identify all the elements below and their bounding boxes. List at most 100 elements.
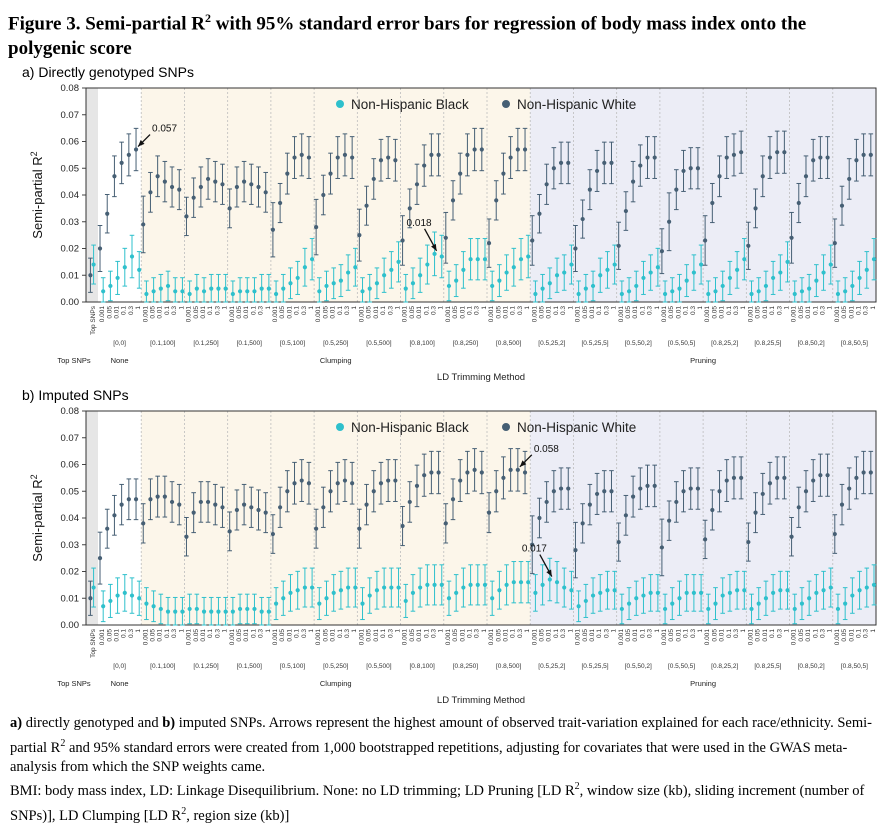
x-tick-label: 0.001 (229, 629, 236, 646)
x-tick-label: 0.001 (186, 629, 193, 646)
black-point (461, 585, 466, 590)
x-tick-label: 0.001 (272, 629, 279, 646)
white-point (169, 184, 175, 190)
group-label: [0.5,250] (323, 663, 348, 670)
white-point (436, 152, 441, 157)
group-label: [0.5,25,5] (582, 340, 609, 347)
white-point (616, 243, 621, 248)
annotation-arrowhead-1 (546, 569, 552, 577)
group-label: [0.8,100] (410, 663, 435, 670)
white-point (270, 531, 276, 537)
x-tick-label: 0.3 (733, 629, 740, 638)
black-point (504, 582, 509, 587)
x-tick-label: 0.3 (430, 629, 437, 638)
group-label: [0.8,50,5] (841, 340, 868, 347)
top-snps-white-point (88, 273, 93, 278)
x-tick-label: 0.01 (286, 306, 293, 319)
x-tick-label: 0.3 (603, 306, 610, 315)
black-point (158, 606, 163, 612)
x-tick-label: 0.1 (164, 629, 171, 638)
white-point (378, 158, 384, 163)
group-label: [0.5,250] (323, 340, 348, 347)
white-point (811, 158, 816, 163)
black-point (129, 254, 135, 259)
annotation-label-1: 0.017 (522, 544, 547, 555)
black-point (439, 582, 444, 587)
white-point (659, 545, 665, 550)
x-tick-label: 0.3 (517, 629, 524, 638)
x-tick-label: 0.001 (747, 306, 754, 323)
black-point (612, 262, 617, 267)
x-tick-label: 0.001 (661, 306, 668, 323)
white-point (818, 155, 823, 160)
x-tick-label: 1 (222, 306, 229, 310)
white-point (847, 486, 852, 491)
x-tick-label: 0.01 (416, 629, 423, 642)
black-point (497, 588, 502, 593)
black-point (670, 289, 675, 294)
group-label: [0.5,100] (280, 340, 305, 347)
y-axis-label-sup: 2 (29, 474, 39, 479)
black-point (324, 596, 329, 601)
x-tick-label: 0.1 (553, 306, 560, 315)
white-point (602, 489, 607, 494)
x-tick-label: 0.1 (337, 629, 344, 638)
x-tick-label: 0.001 (229, 306, 236, 323)
x-tick-label: 0.3 (301, 306, 308, 315)
black-point (338, 278, 344, 283)
white-point (486, 510, 492, 515)
x-tick-label: 0.1 (683, 629, 690, 638)
black-point (338, 588, 344, 593)
black-point (216, 609, 221, 614)
black-point (850, 593, 855, 598)
x-tick-label: 0.1 (769, 306, 776, 315)
black-point (807, 286, 812, 291)
x-tick-label: 0.05 (106, 629, 113, 642)
x-tick-label: 1 (308, 629, 315, 633)
x-tick-label: 0.3 (128, 306, 135, 315)
white-point (378, 481, 384, 486)
black-point (144, 291, 149, 297)
white-point (501, 171, 506, 176)
black-point (735, 588, 740, 593)
white-point (198, 499, 203, 505)
black-point (598, 273, 603, 278)
white-point (393, 478, 398, 483)
white-point (760, 491, 765, 497)
black-point (209, 286, 214, 291)
x-tick-label: 0.001 (618, 629, 625, 646)
black-point (173, 609, 178, 614)
x-tick-label: 0.05 (193, 629, 200, 642)
x-tick-label: 0.1 (510, 306, 517, 315)
black-point (641, 593, 646, 598)
x-tick-label: 0.05 (711, 306, 718, 319)
y-axis-label-text: Semi-partial R (30, 479, 45, 561)
black-point (518, 580, 524, 585)
y-tick-label: 0.04 (61, 513, 80, 524)
category-label-none: None (111, 356, 129, 365)
white-point (249, 505, 254, 510)
black-point (475, 257, 480, 262)
x-tick-label: 0.01 (459, 306, 466, 319)
white-point (839, 502, 845, 507)
white-point (155, 494, 160, 499)
x-tick-label: 0.001 (142, 306, 149, 323)
group-label: [0.1,500] (237, 340, 262, 347)
white-point (162, 179, 167, 184)
x-tick-label: 0.1 (423, 306, 430, 315)
black-point (583, 286, 588, 291)
white-point (407, 499, 412, 505)
y-tick-label: 0.07 (61, 433, 80, 444)
x-tick-label: 0.01 (719, 306, 726, 319)
x-tick-label: 1 (740, 306, 747, 310)
black-point (778, 588, 783, 593)
black-point (353, 585, 358, 590)
top-snps-white-point (88, 596, 93, 601)
x-tick-label: 0.01 (157, 306, 164, 319)
group-label: [0.8,100] (410, 340, 435, 347)
x-tick-label: 0.05 (106, 306, 113, 319)
white-point (868, 470, 873, 475)
x-tick-label: 0.3 (819, 629, 826, 638)
white-point (126, 152, 131, 157)
white-point (227, 206, 232, 211)
